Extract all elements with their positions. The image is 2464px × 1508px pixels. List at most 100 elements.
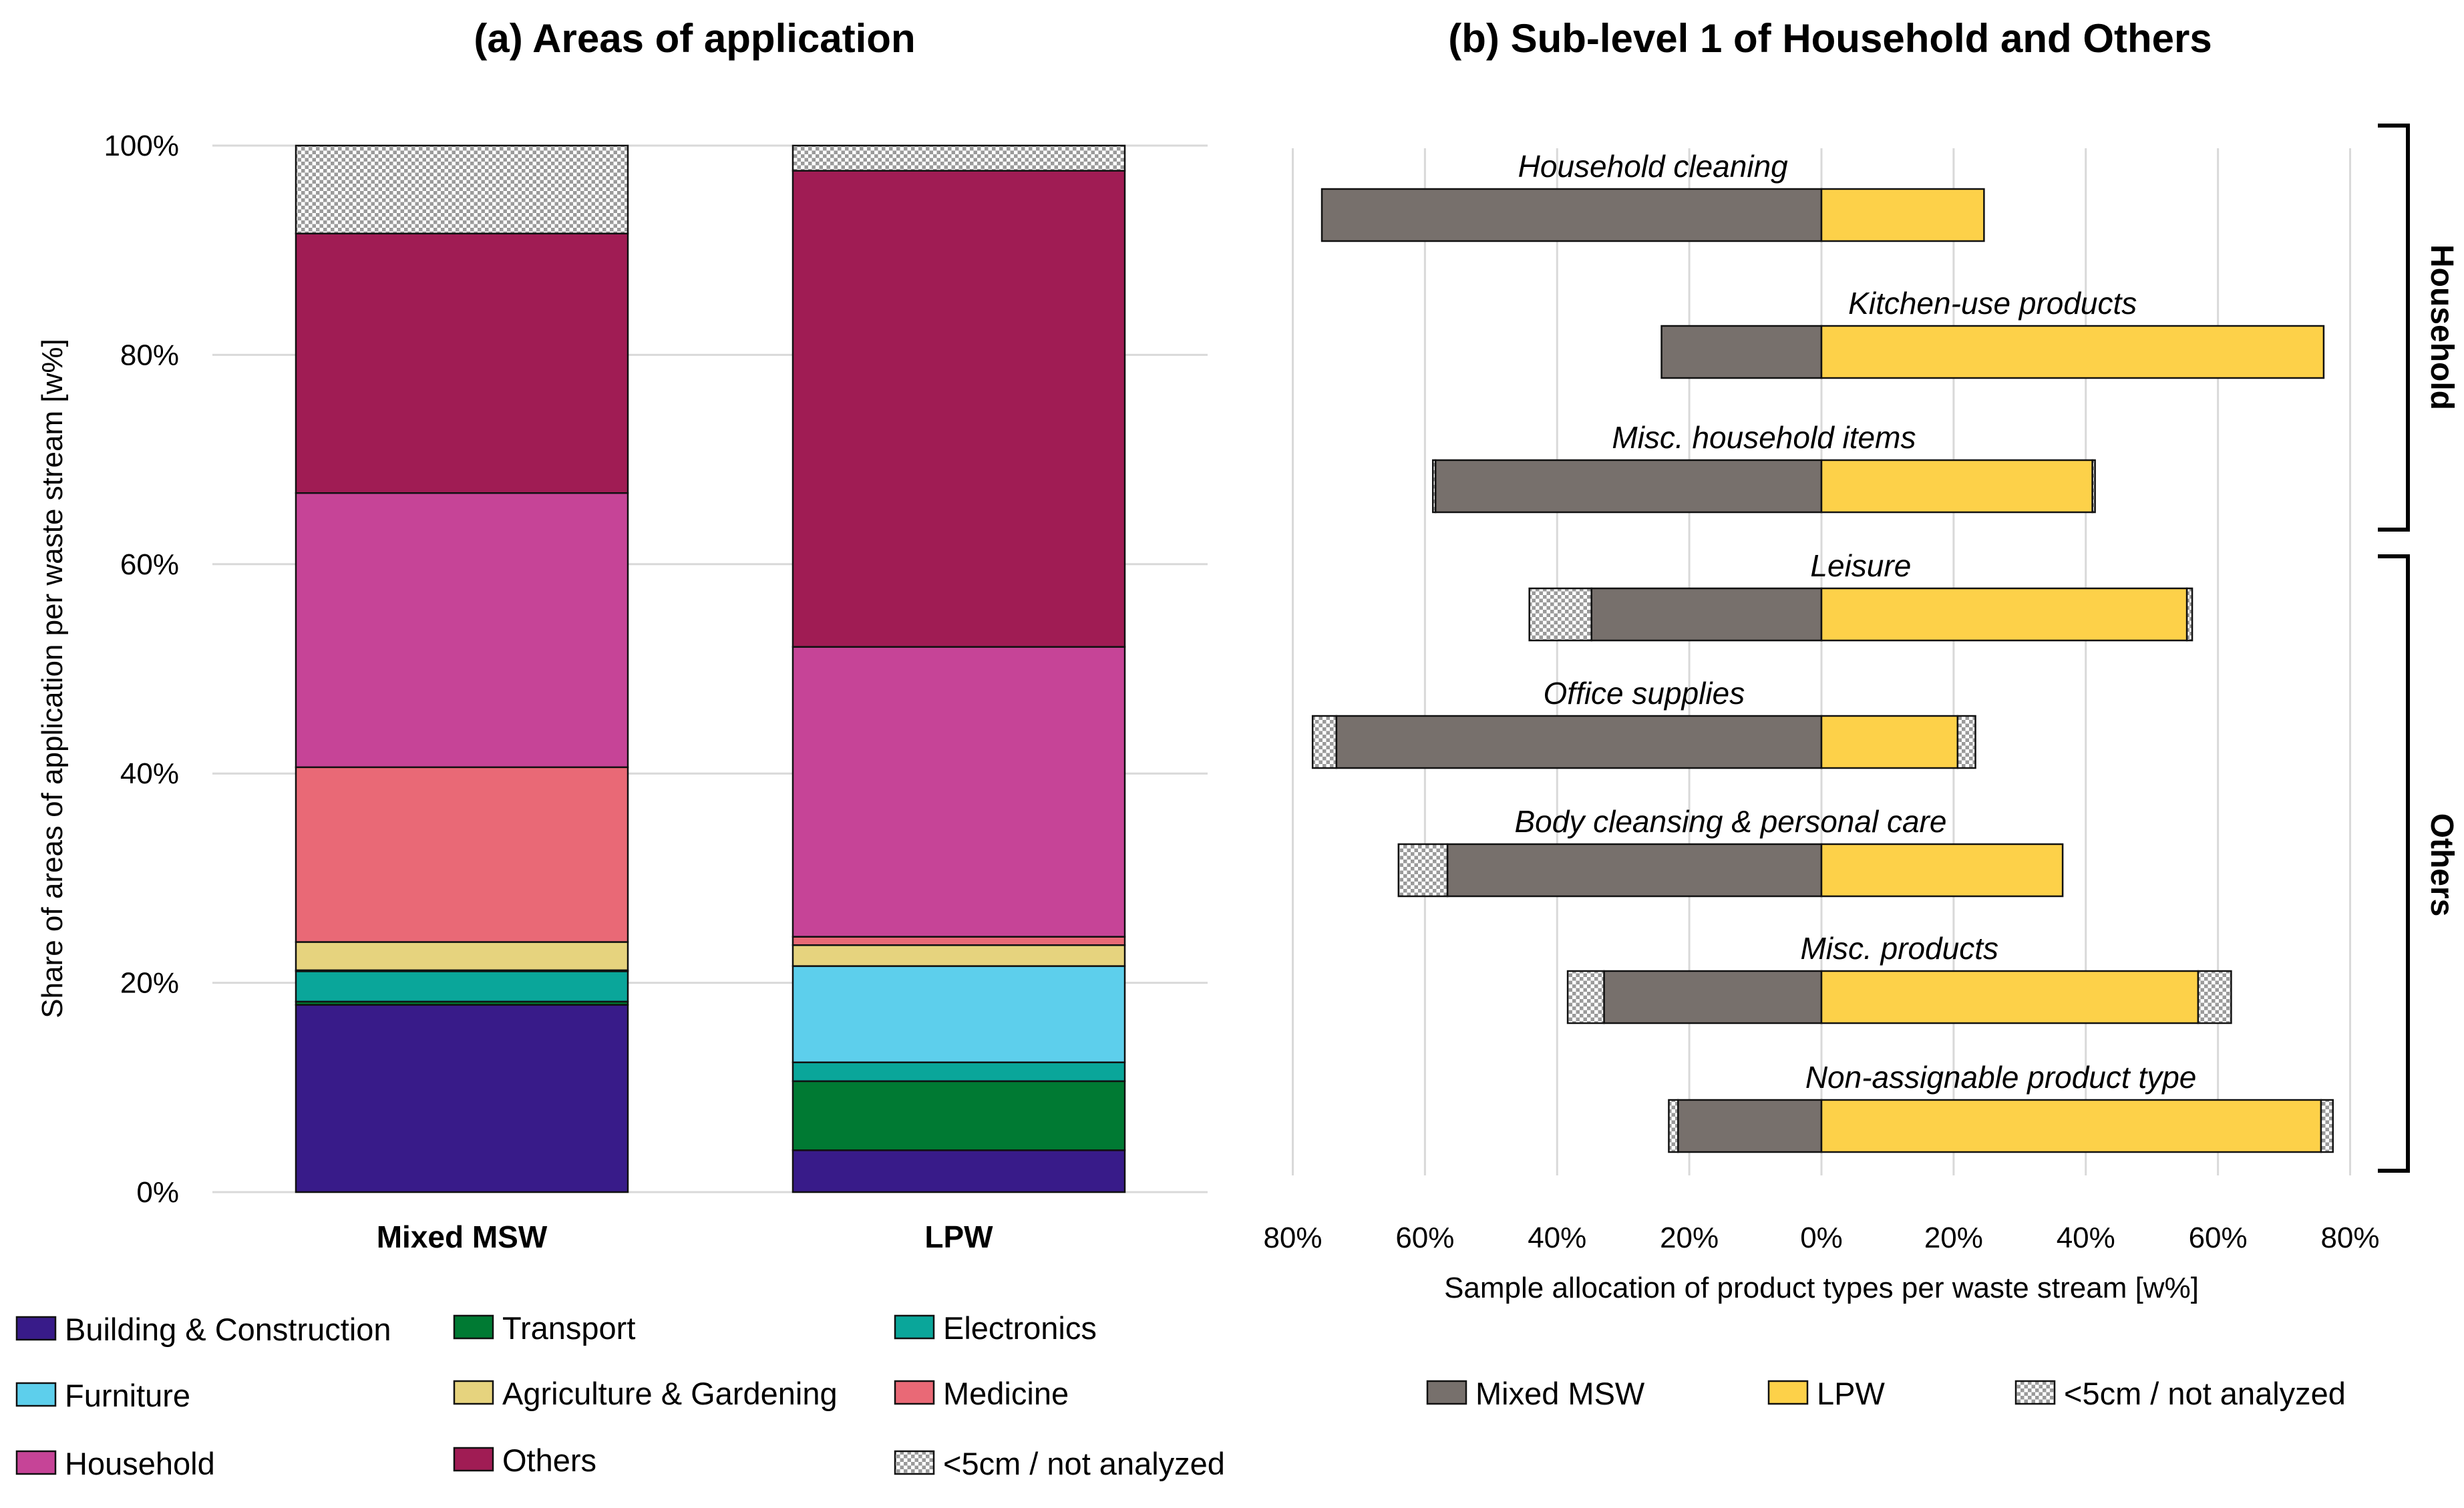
bar-lpw-transport — [791, 1080, 1126, 1151]
category-label: Leisure — [1810, 548, 1911, 583]
bar-kitchen-use-products-mixed-msw — [1660, 325, 1823, 379]
y-tick-label: 100% — [104, 130, 179, 162]
bar-household-cleaning-lpw — [1820, 188, 1985, 242]
legend-label-building-construction: Building & Construction — [65, 1312, 391, 1347]
x-tick-label: 0% — [1800, 1221, 1843, 1254]
panel-a-y-axis-label: Share of areas of application per waste … — [36, 339, 69, 1018]
bar-lpw-electronics — [791, 1061, 1126, 1083]
bar-lpw-medicine — [791, 936, 1126, 946]
legend-label-others: Others — [502, 1443, 596, 1478]
legend-label-not-analyzed: <5cm / not analyzed — [2064, 1376, 2346, 1411]
panel-a-legend: Building & Construction Transport Electron… — [15, 1310, 1225, 1481]
bar-misc-household-items-mixed-msw-not-analyzed — [1431, 459, 1437, 514]
panel-a-categories: Mixed MSW LPW — [377, 1219, 993, 1254]
category-label: Office supplies — [1544, 676, 1745, 711]
panel-b-x-axis-label: Sample allocation of product types per w… — [1444, 1272, 2199, 1304]
legend-label-not-analyzed: <5cm / not analyzed — [943, 1446, 1225, 1481]
group-label-others: Others — [2424, 813, 2459, 917]
bar-mixed-msw-household — [295, 492, 629, 769]
category-label: Non-assignable product type — [1805, 1060, 2197, 1095]
y-tick-label: 40% — [120, 757, 179, 790]
panel-b-legend: Mixed MSW LPW <5cm / not analyzed — [1426, 1376, 2346, 1411]
bar-office-supplies-lpw-not-analyzed — [1956, 715, 1976, 769]
x-tick-label: 60% — [2189, 1221, 2248, 1254]
legend-swatch-lpw — [1767, 1380, 1809, 1405]
legend-label-lpw: LPW — [1817, 1376, 1885, 1411]
legend-swatch-others — [453, 1447, 494, 1472]
bar-non-assignable-product-type-mixed-msw-not-analyzed — [1668, 1099, 1679, 1153]
bar-leisure-lpw — [1820, 587, 2188, 642]
bar-mixed-msw-building-construction — [295, 1004, 629, 1193]
x-tick-label: 80% — [1263, 1221, 1322, 1254]
bar-misc-products-mixed-msw-not-analyzed — [1566, 970, 1605, 1024]
bar-lpw-furniture — [791, 965, 1126, 1063]
others-bracket — [2378, 554, 2410, 1173]
bar-office-supplies-mixed-msw-not-analyzed — [1311, 715, 1338, 769]
bar-office-supplies-mixed-msw — [1335, 715, 1823, 769]
bar-kitchen-use-products-lpw — [1820, 325, 2325, 379]
bar-misc-products-lpw — [1820, 970, 2199, 1024]
bar-lpw-building-construction — [791, 1149, 1126, 1193]
panel-a-title: (a) Areas of application — [474, 16, 915, 61]
y-tick-label: 80% — [120, 339, 179, 371]
bar-mixed-msw-others — [295, 232, 629, 494]
bar-household-cleaning-mixed-msw — [1321, 188, 1823, 242]
panel-b-category-labels: Household cleaning Kitchen-use products Mi… — [1514, 149, 2196, 1095]
bar-body-cleansing-personal-care-mixed-msw — [1446, 843, 1823, 898]
legend-swatch-medicine — [894, 1380, 935, 1405]
y-tick-label: 20% — [120, 967, 179, 1000]
legend-swatch-household — [15, 1450, 57, 1475]
household-bracket — [2378, 124, 2410, 532]
panel-a-y-ticks: 0% 20% 40% 60% 80% 100% — [104, 130, 179, 1209]
legend-swatch-furniture — [15, 1382, 57, 1407]
bar-mixed-msw-electronics — [295, 970, 629, 1003]
panel-b-gridlines — [1292, 148, 2351, 1175]
legend-label-furniture: Furniture — [65, 1378, 190, 1413]
x-tick-label: 20% — [1660, 1221, 1719, 1254]
group-label-household: Household — [2424, 244, 2459, 410]
bar-non-assignable-product-type-mixed-msw — [1677, 1099, 1823, 1153]
legend-swatch-mixed-msw — [1426, 1380, 1467, 1405]
bar-lpw-agriculture-gardening — [791, 944, 1126, 967]
legend-swatch-building-construction — [15, 1316, 57, 1341]
panel-b-x-ticks: 80% 60% 40% 20% 0% 20% 40% 60% 80% — [1263, 1221, 2379, 1254]
bar-non-assignable-product-type-lpw — [1820, 1099, 2322, 1153]
bar-office-supplies-lpw — [1820, 715, 1959, 769]
legend-swatch-transport — [453, 1314, 494, 1340]
legend-label-household: Household — [65, 1446, 215, 1481]
bar-leisure-mixed-msw — [1590, 587, 1823, 642]
bar-misc-products-mixed-msw — [1603, 970, 1823, 1024]
category-label: Misc. products — [1800, 931, 1998, 966]
bar-lpw-not-analyzed — [791, 144, 1126, 172]
legend-swatch-not-analyzed — [894, 1450, 935, 1475]
legend-label-electronics: Electronics — [943, 1310, 1097, 1346]
bar-non-assignable-product-type-lpw-not-analyzed — [2320, 1099, 2334, 1153]
bar-leisure-mixed-msw-not-analyzed — [1528, 587, 1592, 642]
x-tick-label: 20% — [1924, 1221, 1983, 1254]
category-label: LPW — [924, 1219, 993, 1254]
category-label: Misc. household items — [1612, 420, 1916, 455]
bar-mixed-msw-not-analyzed — [295, 144, 629, 234]
bar-mixed-msw-agriculture-gardening — [295, 941, 629, 972]
legend-swatch-electronics — [894, 1314, 935, 1340]
y-tick-label: 60% — [120, 548, 179, 581]
legend-label-mixed-msw: Mixed MSW — [1475, 1376, 1645, 1411]
bar-misc-products-lpw-not-analyzed — [2197, 970, 2232, 1024]
bar-misc-household-items-lpw-not-analyzed — [2091, 459, 2096, 514]
bar-leisure-lpw-not-analyzed — [2185, 587, 2193, 642]
panel-a-bars — [295, 144, 1126, 1193]
x-tick-label: 40% — [1528, 1221, 1586, 1254]
bar-misc-household-items-lpw — [1820, 459, 2093, 514]
x-tick-label: 40% — [2057, 1221, 2115, 1254]
category-label: Kitchen-use products — [1848, 286, 2137, 321]
legend-label-agriculture-gardening: Agriculture & Gardening — [502, 1376, 838, 1411]
legend-swatch-not-analyzed — [2014, 1380, 2056, 1405]
panel-b-title: (b) Sub-level 1 of Household and Others — [1448, 16, 2212, 61]
legend-label-transport: Transport — [502, 1310, 635, 1346]
bar-body-cleansing-personal-care-mixed-msw-not-analyzed — [1397, 843, 1449, 898]
x-tick-label: 60% — [1395, 1221, 1454, 1254]
bar-misc-household-items-mixed-msw — [1434, 459, 1823, 514]
bar-mixed-msw-medicine — [295, 766, 629, 943]
bar-lpw-household — [791, 646, 1126, 938]
category-label: Household cleaning — [1518, 149, 1788, 184]
